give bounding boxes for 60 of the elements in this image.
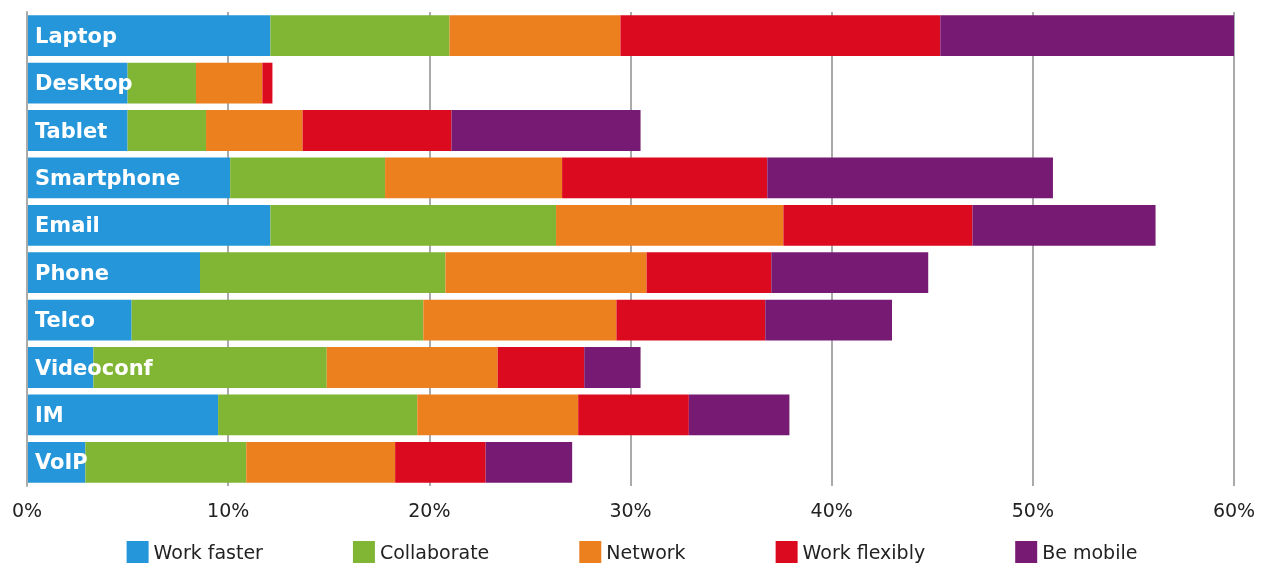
- legend-label: Work flexibly: [802, 541, 926, 563]
- bar: [302, 110, 452, 151]
- bar: [200, 252, 446, 294]
- bar: [195, 62, 263, 104]
- y-tick-label: Phone: [35, 260, 109, 285]
- x-tick-label: 20%: [408, 498, 451, 521]
- x-tick-label: 60%: [1212, 498, 1256, 521]
- bar: [497, 347, 585, 388]
- bar: [417, 394, 579, 436]
- bar: [131, 299, 424, 341]
- bar: [127, 110, 207, 151]
- bar: [783, 204, 973, 246]
- bar: [578, 394, 689, 436]
- bar: [246, 441, 396, 483]
- bar: [972, 204, 1156, 246]
- bar: [646, 252, 772, 294]
- bar: [385, 157, 563, 199]
- x-tick-label: 30%: [609, 498, 652, 521]
- bar: [556, 204, 784, 246]
- bar: [449, 15, 621, 57]
- bar: [485, 441, 573, 483]
- y-tick-label: Email: [35, 213, 100, 238]
- y-tick-label: Smartphone: [35, 165, 181, 190]
- x-tick-label: 0%: [11, 498, 43, 521]
- legend-label: Network: [606, 541, 686, 563]
- legend-label: Be mobile: [1042, 541, 1138, 563]
- bar: [27, 204, 271, 246]
- bar: [688, 394, 790, 436]
- y-tick-label: Tablet: [35, 118, 108, 143]
- legend-label: Work faster: [153, 541, 264, 563]
- bar: [940, 15, 1234, 57]
- x-tick-label: 50%: [1011, 498, 1054, 521]
- bar: [27, 15, 271, 57]
- bar: [616, 299, 766, 341]
- bar: [445, 252, 647, 294]
- bar: [767, 157, 1053, 199]
- legend-label: Collaborate: [379, 541, 490, 563]
- bar: [765, 299, 893, 341]
- x-tick-label: 10%: [207, 498, 250, 521]
- bar: [218, 394, 418, 436]
- bar: [270, 204, 557, 246]
- bar: [262, 62, 273, 104]
- bar: [27, 252, 200, 294]
- bar: [326, 347, 498, 388]
- y-tick-label: Telco: [35, 308, 95, 333]
- bar: [562, 157, 768, 199]
- bar: [85, 441, 247, 483]
- y-tick-label: IM: [35, 402, 64, 427]
- bar: [771, 252, 929, 294]
- bar: [270, 15, 450, 57]
- bar: [423, 299, 617, 341]
- y-tick-label: Laptop: [35, 23, 118, 48]
- bar: [451, 110, 641, 151]
- bar: [395, 441, 486, 483]
- bar: [230, 157, 386, 199]
- x-tick-label: 40%: [810, 498, 853, 521]
- bar: [620, 15, 941, 57]
- bar: [206, 110, 303, 151]
- bar: [27, 394, 219, 436]
- bar: [584, 347, 641, 388]
